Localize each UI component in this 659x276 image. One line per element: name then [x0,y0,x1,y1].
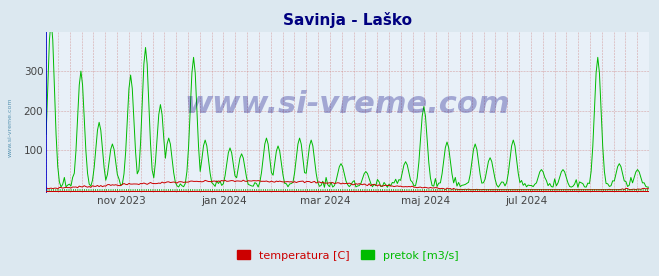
Text: www.si-vreme.com: www.si-vreme.com [185,90,511,119]
Legend: temperatura [C], pretok [m3/s]: temperatura [C], pretok [m3/s] [232,246,463,265]
Text: www.si-vreme.com: www.si-vreme.com [8,97,13,157]
Title: Savinja - Laško: Savinja - Laško [283,12,412,28]
